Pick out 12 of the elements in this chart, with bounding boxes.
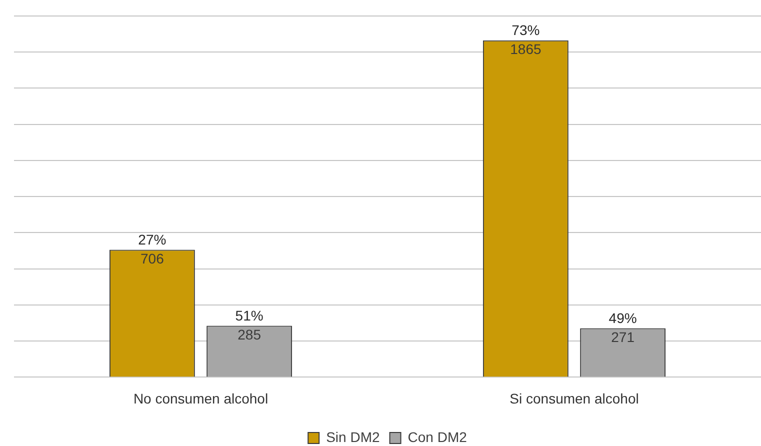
data-label: 706 xyxy=(140,250,164,267)
x-tick-label: No consumen alcohol xyxy=(133,390,268,406)
annotation: 49% xyxy=(608,310,637,326)
legend-label: Con DM2 xyxy=(408,428,468,445)
legend-label: Sin DM2 xyxy=(326,428,380,445)
x-tick-label: Si consumen alcohol xyxy=(510,390,639,406)
data-label: 285 xyxy=(238,326,262,343)
annotation: 27% xyxy=(138,232,166,248)
annotation: 51% xyxy=(235,308,264,324)
data-label: 271 xyxy=(611,329,635,346)
annotation: 73% xyxy=(512,22,540,38)
data-label: 1865 xyxy=(510,41,542,58)
